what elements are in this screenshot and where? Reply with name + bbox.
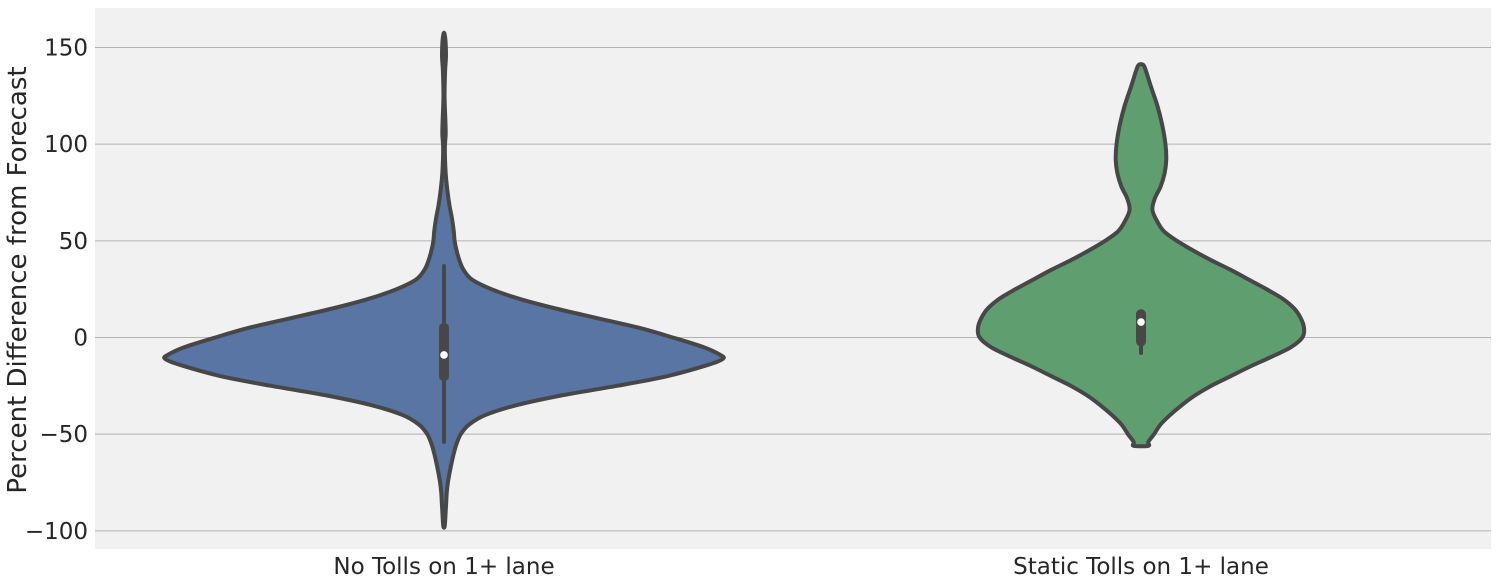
y-tick-label: −100 [25, 519, 88, 545]
violin-median [1137, 318, 1145, 326]
violins [162, 30, 1307, 530]
y-axis-label: Percent Difference from Forecast [3, 66, 33, 493]
x-tick-label: Static Tolls on 1+ lane [1013, 554, 1269, 580]
y-tick-labels: 150 100 50 0 −50 −100 [25, 36, 88, 545]
violin-median [440, 351, 448, 359]
y-tick-label: −50 [39, 422, 88, 448]
x-tick-labels: No Tolls on 1+ lane Static Tolls on 1+ la… [333, 554, 1269, 580]
y-tick-label: 50 [59, 229, 88, 255]
y-tick-label: 100 [44, 132, 88, 158]
violin-body [975, 62, 1307, 449]
x-tick-label: No Tolls on 1+ lane [333, 554, 554, 580]
y-tick-label: 150 [44, 36, 88, 62]
plot-background [95, 8, 1491, 549]
y-tick-label: 0 [73, 326, 88, 352]
